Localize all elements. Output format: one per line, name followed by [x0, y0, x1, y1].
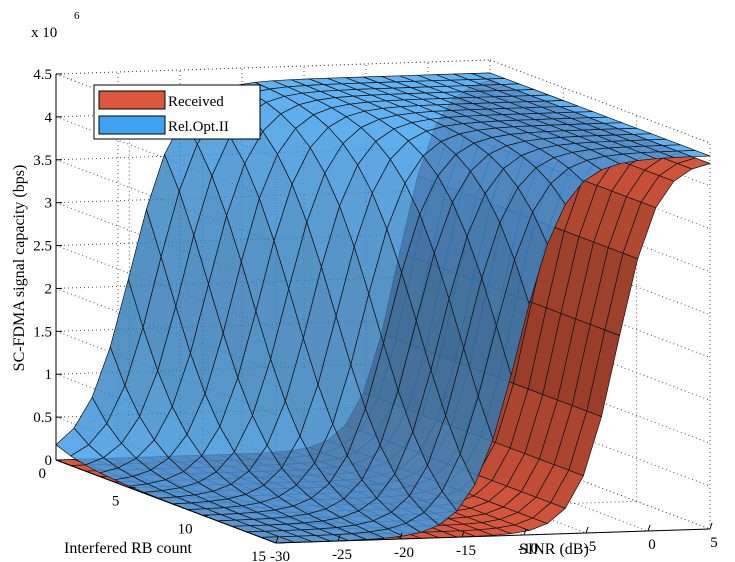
- x-tick-mark: [461, 530, 465, 538]
- axes: [55, 73, 713, 544]
- z-tick-label: 1: [45, 367, 53, 383]
- legend-swatch-received: [98, 90, 166, 110]
- x-tick-label: -30: [270, 549, 290, 562]
- x-tick-label: -20: [394, 545, 414, 561]
- y-axis-label: Interfered RB count: [64, 540, 193, 557]
- legend: Received Rel.Opt.II: [93, 84, 261, 140]
- z-tick-label: 1.5: [33, 324, 52, 340]
- z-tick-label: 3.5: [33, 153, 52, 169]
- x-tick-label: 0: [648, 537, 656, 553]
- gridline-back: [55, 231, 491, 247]
- x-axis-line: [275, 528, 711, 544]
- x-tick-mark: [585, 526, 589, 534]
- z-tick-label: 0.5: [33, 410, 52, 426]
- x-tick-mark: [399, 532, 403, 540]
- legend-label-received: Received: [168, 94, 224, 110]
- x-tick-label: -15: [456, 543, 476, 559]
- y-tick-label: 0: [39, 466, 47, 482]
- y-tick-label: 15: [251, 549, 266, 562]
- z-tick-label: 0: [45, 453, 53, 469]
- y-axis-line: [55, 459, 277, 544]
- legend-swatch-rel-opt-ii: [98, 115, 166, 135]
- box-top-back-edge: [55, 59, 491, 75]
- x-tick-label: 5: [710, 535, 718, 551]
- z-tick-label: 2: [45, 281, 53, 297]
- y-tick-label: 10: [178, 521, 193, 537]
- x-tick-label: -25: [332, 547, 352, 562]
- z-axis-label: SC-FDMA signal capacity (bps): [11, 165, 28, 372]
- x-tick-label: -5: [584, 539, 597, 555]
- legend-label-rel-opt-ii: Rel.Opt.II: [168, 119, 229, 135]
- x-tick-mark: [275, 536, 279, 544]
- x-tick-label: -10: [518, 541, 538, 557]
- surfaces: [55, 72, 711, 544]
- gridline-back: [55, 145, 491, 161]
- x-tick-mark: [337, 534, 341, 542]
- x-tick-mark: [709, 522, 713, 530]
- z-tick-label: 4.5: [33, 67, 52, 83]
- exponent-power: 6: [74, 10, 80, 22]
- gridline-back: [55, 188, 491, 204]
- z-tick-label: 4: [45, 110, 53, 126]
- z-tick-label: 2.5: [33, 239, 52, 255]
- x-axis-label: SINR (dB): [519, 541, 589, 558]
- z-tick-label: 3: [45, 196, 53, 212]
- y-tick-label: 5: [112, 494, 120, 510]
- x-tick-mark: [523, 528, 527, 536]
- tick-labels: -30 -25 -20 -15 -10 -5 0 5 0 5 10 15 0 0.5 1 1.5 2 2.5 3 3.…: [33, 67, 718, 562]
- x-tick-mark: [647, 524, 651, 532]
- gridline-back: [55, 59, 491, 75]
- exponent-base: x 10: [31, 25, 57, 41]
